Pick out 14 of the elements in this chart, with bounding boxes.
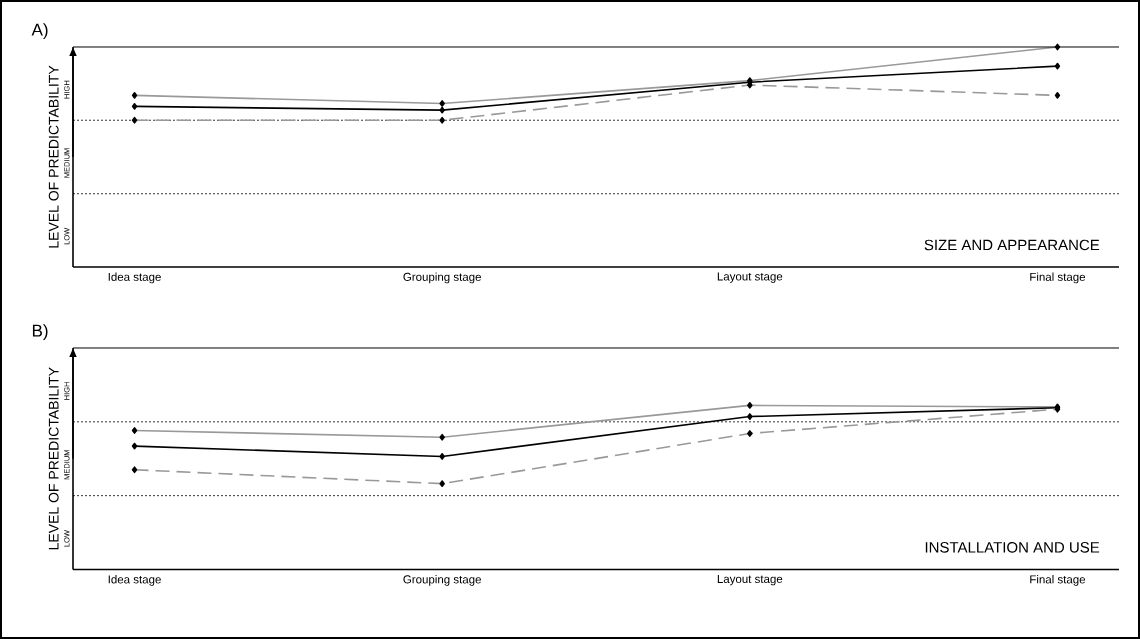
y-axis-title: LEVEL OF PREDICTABILITY	[48, 65, 59, 248]
annotation: SIZE AND APPEARANCE	[924, 239, 1100, 251]
x-tick-label: Idea stage	[108, 272, 161, 284]
y-axis-title: LEVEL OF PREDICTABILITY	[48, 367, 59, 550]
x-tick-label: Final stage	[1030, 575, 1086, 586]
x-tick-label: Layout stage	[717, 272, 783, 283]
x-tick-label: Grouping stage	[403, 575, 481, 586]
chart-title: A)	[31, 23, 48, 40]
chart-title: B)	[32, 324, 48, 341]
annotation: INSTALLATION AND USE	[925, 542, 1100, 553]
x-tick-label: Final stage	[1030, 272, 1086, 284]
x-tick-label: Idea stage	[108, 575, 161, 586]
x-tick-label: Grouping stage	[403, 272, 481, 284]
x-tick-label: Layout stage	[717, 575, 783, 586]
